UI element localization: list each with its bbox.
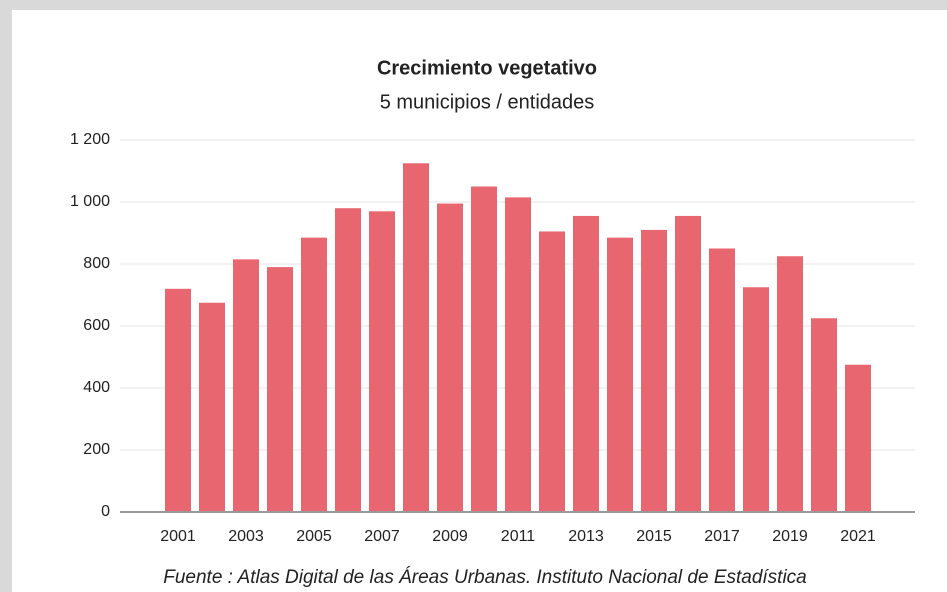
bar bbox=[743, 287, 769, 512]
x-tick-label: 2019 bbox=[772, 528, 808, 545]
bar bbox=[641, 229, 667, 512]
x-tick-label: 2011 bbox=[501, 528, 536, 545]
y-tick-label: 1 200 bbox=[70, 131, 110, 148]
bar bbox=[369, 211, 395, 513]
bar bbox=[777, 256, 803, 512]
bar bbox=[811, 318, 837, 512]
chart-subtitle: 5 municipios / entidades bbox=[380, 91, 595, 113]
y-tick-label: 400 bbox=[83, 379, 110, 396]
y-tick-label: 600 bbox=[83, 317, 110, 334]
y-tick-label: 800 bbox=[83, 255, 110, 272]
x-tick-label: 2007 bbox=[364, 528, 400, 545]
x-tick-label: 2009 bbox=[432, 528, 468, 545]
bar bbox=[199, 302, 225, 512]
bar bbox=[165, 288, 191, 512]
source: Fuente : Atlas Digital de las Áreas Urba… bbox=[163, 567, 807, 588]
y-tick-label: 0 bbox=[101, 503, 110, 520]
bar bbox=[233, 259, 259, 512]
bar bbox=[437, 203, 463, 513]
bar bbox=[267, 267, 293, 512]
bar bbox=[573, 215, 599, 512]
bar bbox=[403, 163, 429, 512]
x-tick-label: 2005 bbox=[296, 528, 332, 545]
x-tick-label: 2013 bbox=[568, 528, 604, 545]
bar bbox=[335, 208, 361, 512]
x-tick-label: 2001 bbox=[160, 528, 196, 545]
bar bbox=[675, 215, 701, 512]
bar bbox=[709, 248, 735, 512]
bar bbox=[301, 237, 327, 512]
bar bbox=[471, 186, 497, 512]
x-tick-label: 2015 bbox=[636, 528, 672, 545]
y-tick-label: 1 000 bbox=[70, 193, 110, 210]
bar bbox=[505, 197, 531, 512]
bar bbox=[607, 237, 633, 512]
x-tick-label: 2003 bbox=[228, 528, 264, 545]
x-tick-label: 2017 bbox=[704, 528, 740, 545]
bar bbox=[539, 231, 565, 512]
chart-title: Crecimiento vegetativo bbox=[377, 57, 597, 79]
bar bbox=[845, 364, 871, 512]
x-tick-label: 2021 bbox=[840, 528, 876, 545]
y-tick-label: 200 bbox=[83, 441, 110, 458]
